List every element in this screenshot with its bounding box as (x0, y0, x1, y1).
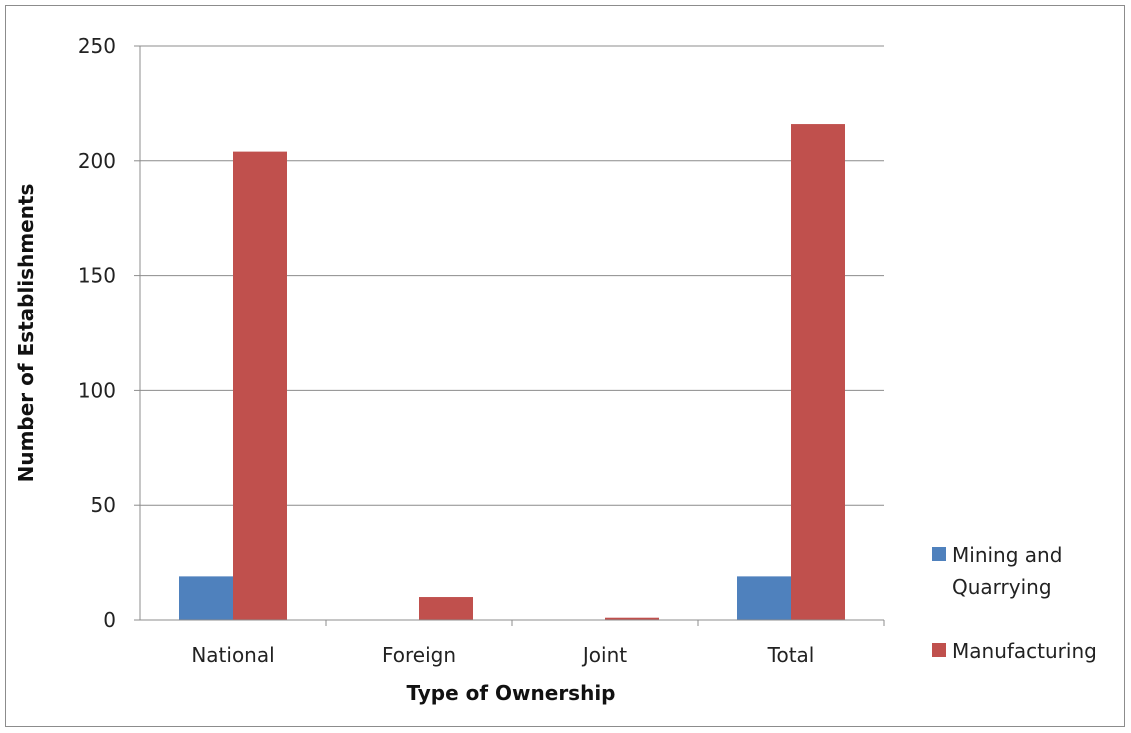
y-tick-label: 150 (78, 264, 116, 288)
legend-swatch (932, 547, 946, 561)
x-tick-label: Total (767, 643, 815, 667)
x-axis-title: Type of Ownership (406, 681, 615, 705)
legend-label: Quarrying (952, 575, 1052, 599)
x-tick-label: Joint (581, 643, 627, 667)
bar-manufacturing (605, 617, 659, 620)
x-tick-label: Foreign (382, 643, 456, 667)
bars (179, 124, 845, 621)
x-tick-labels: National Foreign Joint Total (191, 643, 814, 667)
y-axis-title: Number of Establishments (14, 184, 38, 483)
y-tick-label: 0 (103, 608, 116, 632)
legend-label: Mining and (952, 543, 1062, 567)
bar-manufacturing (419, 597, 473, 620)
bar-mining-and-quarrying (737, 576, 791, 620)
bar-manufacturing (233, 151, 287, 620)
axes (134, 45, 885, 626)
legend-label: Manufacturing (952, 639, 1097, 663)
y-tick-label: 200 (78, 149, 116, 173)
y-tick-label: 250 (78, 34, 116, 58)
legend: Mining and Quarrying Manufacturing (932, 543, 1097, 663)
legend-swatch (932, 643, 946, 657)
x-tick-label: National (191, 643, 274, 667)
y-tick-labels: 0 50 100 150 200 250 (78, 34, 116, 632)
bar-mining-and-quarrying (179, 576, 233, 620)
y-tick-label: 100 (78, 378, 116, 402)
bar-manufacturing (791, 124, 845, 621)
y-tick-label: 50 (91, 493, 116, 517)
